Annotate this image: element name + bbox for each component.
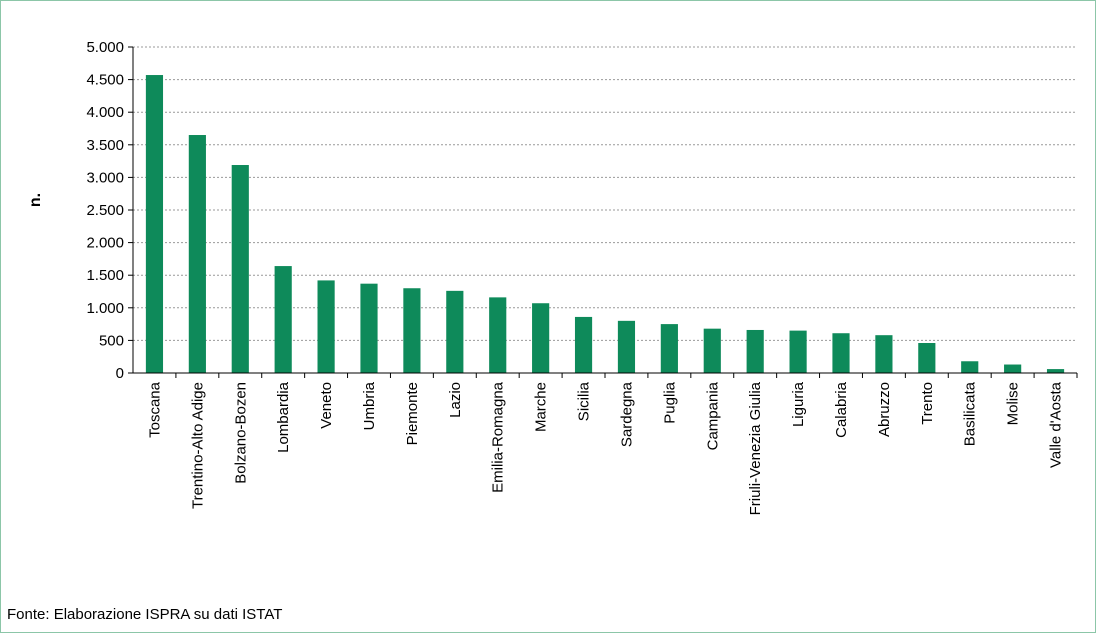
source-note: Fonte: Elaborazione ISPRA su dati ISTAT xyxy=(7,606,283,623)
y-tick-label: 1.500 xyxy=(86,267,124,284)
bar xyxy=(660,324,678,373)
x-tick-label: Abruzzo xyxy=(876,382,893,437)
x-tick-label: Liguria xyxy=(790,381,807,427)
x-tick-label: Valle d'Aosta xyxy=(1048,381,1065,468)
bar xyxy=(1046,369,1065,373)
y-tick-label: 2.000 xyxy=(86,235,124,252)
bar xyxy=(532,303,550,373)
bar xyxy=(360,283,378,373)
x-tick-label: Puglia xyxy=(661,381,678,423)
x-tick-label: Friuli-Venezia Giulia xyxy=(747,381,764,515)
bar xyxy=(1004,364,1022,373)
x-tick-label: Trentino-Alto Adige xyxy=(189,382,206,509)
x-tick-label: Umbria xyxy=(361,381,378,430)
y-tick-label: 0 xyxy=(116,365,124,382)
bar xyxy=(274,266,292,373)
axes xyxy=(128,46,1078,378)
y-tick-label: 3.500 xyxy=(86,137,124,154)
x-tick-label: Calabria xyxy=(833,381,850,438)
bar xyxy=(489,297,507,373)
bar xyxy=(446,290,464,373)
x-tick-label: Bolzano-Bozen xyxy=(232,382,249,484)
y-tick-label: 4.500 xyxy=(86,72,124,89)
bar xyxy=(317,280,335,373)
x-tick-label: Campania xyxy=(704,381,721,450)
x-tick-label: Lazio xyxy=(447,382,464,418)
x-tick-label: Sardegna xyxy=(618,381,635,447)
bar xyxy=(961,361,979,373)
x-tick-label: Piemonte xyxy=(404,382,421,445)
x-tick-label: Veneto xyxy=(318,382,335,429)
bar xyxy=(145,75,164,373)
bar xyxy=(574,316,593,373)
x-tick-label: Emilia-Romagna xyxy=(490,381,507,493)
bar xyxy=(188,135,206,373)
bar xyxy=(703,328,721,373)
bar xyxy=(789,330,807,373)
y-tick-label: 3.000 xyxy=(86,169,124,186)
x-tick-labels: Toscana Trentino-Alto Adige Bolzano-Bozen L… xyxy=(146,381,1064,515)
y-tick-label: 1.000 xyxy=(86,300,124,317)
y-tick-label: 500 xyxy=(99,332,124,349)
bar xyxy=(403,288,421,373)
x-tick-label: Molise xyxy=(1005,382,1022,425)
bar xyxy=(832,333,850,373)
y-tick-label: 2.500 xyxy=(86,202,124,219)
bar xyxy=(231,165,249,373)
bar xyxy=(918,343,936,373)
y-tick-label: 5.000 xyxy=(86,39,124,56)
x-tick-label: Basilicata xyxy=(962,381,979,446)
bars xyxy=(145,75,1065,373)
y-axis-label: n. xyxy=(27,193,44,207)
x-tick-label: Lombardia xyxy=(275,381,292,453)
bar xyxy=(875,335,893,373)
bar xyxy=(617,320,636,373)
x-tick-label: Marche xyxy=(533,382,550,432)
x-tick-label: Sicilia xyxy=(576,381,593,421)
y-tick-label: 4.000 xyxy=(86,104,124,121)
x-tick-label: Toscana xyxy=(146,381,163,438)
x-tick-label: Trento xyxy=(919,382,936,425)
bar xyxy=(746,329,764,373)
y-tick-labels: 0 500 1.000 1.500 2.000 2.500 3.000 3.500 4.000 4… xyxy=(86,39,124,382)
